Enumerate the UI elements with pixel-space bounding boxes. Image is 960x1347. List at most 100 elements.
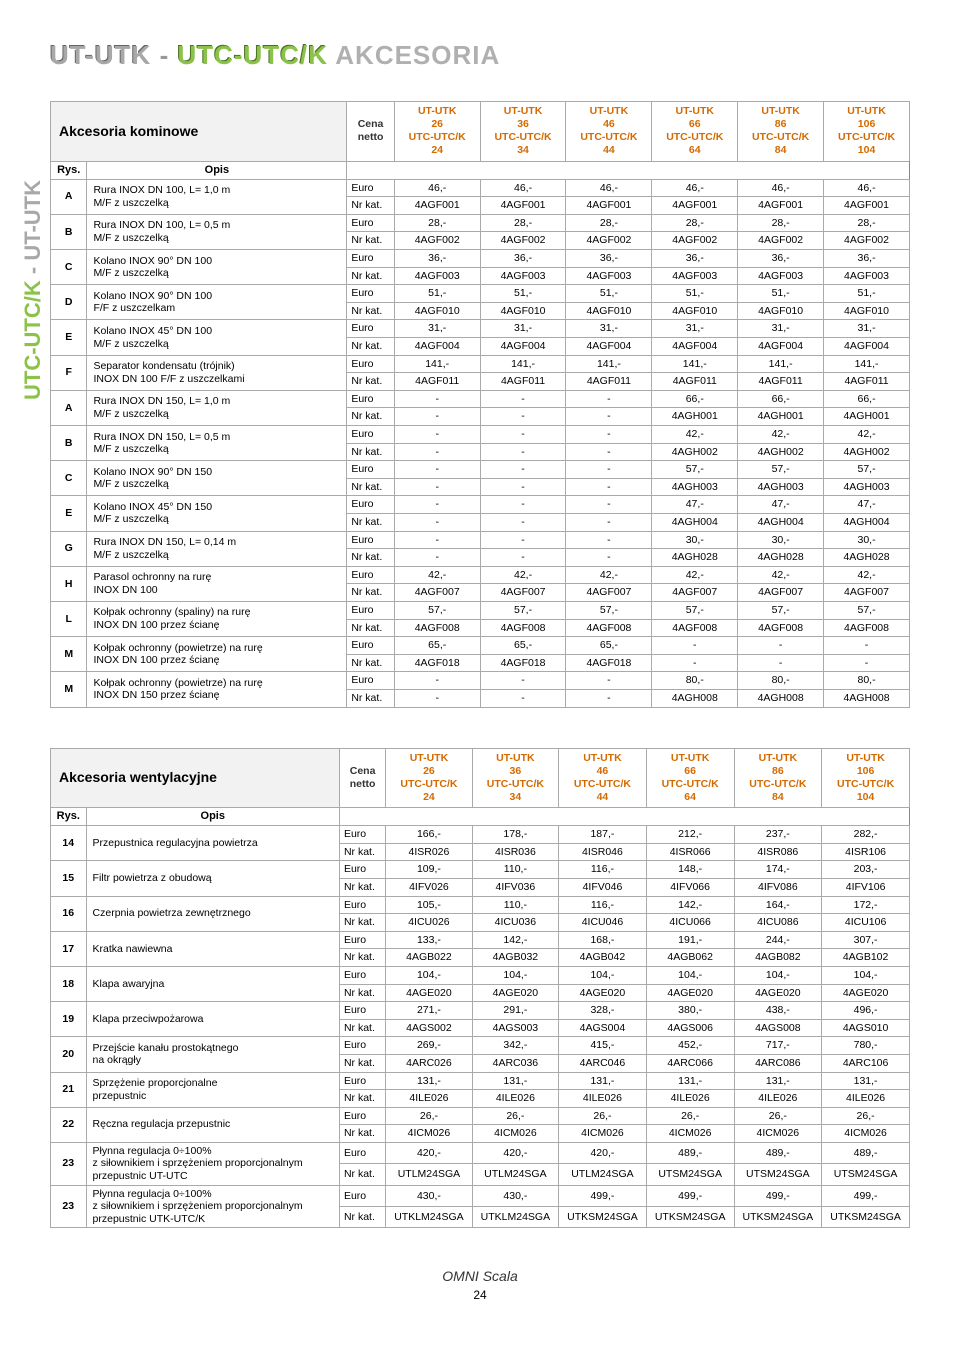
euro-label: Euro — [347, 320, 394, 338]
price-cell: 142,- — [472, 931, 558, 949]
catalog-cell: UTKSM24SGA — [646, 1207, 734, 1228]
opis-cell: Kratka nawiewna — [86, 931, 339, 966]
price-cell: 51,- — [394, 285, 480, 303]
euro-label: Euro — [347, 672, 394, 690]
price-cell: 28,- — [738, 214, 824, 232]
price-cell: - — [480, 390, 566, 408]
catalog-cell: 4IFV046 — [559, 878, 647, 896]
accessories-table-2: Akcesoria wentylacyjneCenanettoUT-UTK26U… — [50, 748, 910, 1229]
catalog-cell: 4AGF002 — [824, 232, 910, 250]
rys-cell: M — [51, 672, 87, 707]
rys-cell: 17 — [51, 931, 87, 966]
price-cell: 47,- — [824, 496, 910, 514]
euro-label: Euro — [339, 1072, 385, 1090]
price-cell: 31,- — [652, 320, 738, 338]
catalog-cell: UTLM24SGA — [472, 1164, 558, 1185]
euro-label: Euro — [347, 250, 394, 268]
price-cell: 187,- — [559, 826, 647, 844]
price-cell: - — [394, 390, 480, 408]
catalog-cell: - — [394, 478, 480, 496]
catalog-cell: 4AGS002 — [386, 1019, 472, 1037]
price-cell: 499,- — [559, 1185, 647, 1206]
price-cell: 36,- — [480, 250, 566, 268]
rys-cell: 22 — [51, 1107, 87, 1142]
catalog-cell: 4AGF004 — [652, 338, 738, 356]
price-cell: 141,- — [394, 355, 480, 373]
euro-label: Euro — [347, 461, 394, 479]
price-cell: 237,- — [734, 826, 822, 844]
catalog-cell: 4IFV106 — [822, 878, 910, 896]
catalog-cell: 4AGH008 — [652, 689, 738, 707]
price-cell: 36,- — [824, 250, 910, 268]
title-part1: UT-UTK — [50, 40, 151, 70]
price-cell: 31,- — [738, 320, 824, 338]
price-cell: 65,- — [480, 637, 566, 655]
catalog-cell: 4ICU026 — [386, 914, 472, 932]
nrkat-label: Nr kat. — [339, 843, 385, 861]
rys-cell: B — [51, 214, 87, 249]
price-cell: 51,- — [738, 285, 824, 303]
catalog-cell: 4AGF010 — [738, 302, 824, 320]
title-dash: - — [160, 40, 170, 70]
price-cell: 46,- — [824, 179, 910, 197]
catalog-cell: 4AGF001 — [652, 197, 738, 215]
catalog-cell: 4AGS004 — [559, 1019, 647, 1037]
catalog-cell: - — [480, 478, 566, 496]
price-cell: 26,- — [559, 1107, 647, 1125]
rys-cell: C — [51, 461, 87, 496]
price-cell: 141,- — [738, 355, 824, 373]
catalog-cell: 4AGF004 — [394, 338, 480, 356]
price-cell: 57,- — [738, 601, 824, 619]
rys-cell: E — [51, 320, 87, 355]
price-cell: 57,- — [738, 461, 824, 479]
rys-cell: 15 — [51, 861, 87, 896]
catalog-cell: 4AGH002 — [738, 443, 824, 461]
opis-cell: Kołpak ochronny (powietrze) na ruręINOX … — [87, 672, 347, 707]
nrkat-label: Nr kat. — [347, 478, 394, 496]
page-footer: OMNI Scala 24 — [50, 1268, 910, 1302]
catalog-cell: 4AGF002 — [566, 232, 652, 250]
price-cell: 499,- — [646, 1185, 734, 1206]
price-cell: 116,- — [559, 861, 647, 879]
rys-cell: E — [51, 496, 87, 531]
catalog-cell: 4AGF007 — [566, 584, 652, 602]
price-cell: 26,- — [646, 1107, 734, 1125]
price-cell: 141,- — [566, 355, 652, 373]
price-cell: - — [394, 531, 480, 549]
nrkat-label: Nr kat. — [347, 373, 394, 391]
rys-cell: A — [51, 390, 87, 425]
catalog-cell: 4AGH028 — [652, 549, 738, 567]
rys-cell: 14 — [51, 826, 87, 861]
price-cell: 141,- — [824, 355, 910, 373]
table-section-title: Akcesoria wentylacyjne — [51, 748, 340, 808]
price-cell: 212,- — [646, 826, 734, 844]
catalog-cell: 4AGH004 — [824, 513, 910, 531]
nrkat-label: Nr kat. — [347, 267, 394, 285]
catalog-cell: 4AGF003 — [824, 267, 910, 285]
catalog-cell: 4AGF003 — [566, 267, 652, 285]
catalog-cell: 4ARC066 — [646, 1054, 734, 1072]
price-cell: 57,- — [652, 461, 738, 479]
model-col-header-5: UT-UTK106UTC-UTC/K104 — [824, 102, 910, 162]
catalog-cell: 4ICM026 — [559, 1125, 647, 1143]
price-cell: - — [480, 461, 566, 479]
catalog-cell: 4AGF011 — [738, 373, 824, 391]
catalog-cell: 4AGH001 — [652, 408, 738, 426]
price-cell: - — [566, 426, 652, 444]
catalog-cell: 4AGF002 — [738, 232, 824, 250]
price-cell: - — [480, 672, 566, 690]
price-cell: 271,- — [386, 1002, 472, 1020]
opis-cell: Czerpnia powietrza zewnętrznego — [86, 896, 339, 931]
catalog-cell: 4AGF008 — [480, 619, 566, 637]
model-col-header-2: UT-UTK46UTC-UTC/K44 — [566, 102, 652, 162]
rys-cell: 16 — [51, 896, 87, 931]
catalog-cell: - — [566, 513, 652, 531]
catalog-cell: 4AGH004 — [652, 513, 738, 531]
nrkat-label: Nr kat. — [347, 197, 394, 215]
catalog-cell: 4AGB082 — [734, 949, 822, 967]
catalog-cell: 4AGF003 — [480, 267, 566, 285]
catalog-cell: 4ARC106 — [822, 1054, 910, 1072]
model-col-header-4: UT-UTK86UTC-UTC/K84 — [734, 748, 822, 808]
euro-label: Euro — [339, 1037, 385, 1055]
nrkat-label: Nr kat. — [339, 984, 385, 1002]
